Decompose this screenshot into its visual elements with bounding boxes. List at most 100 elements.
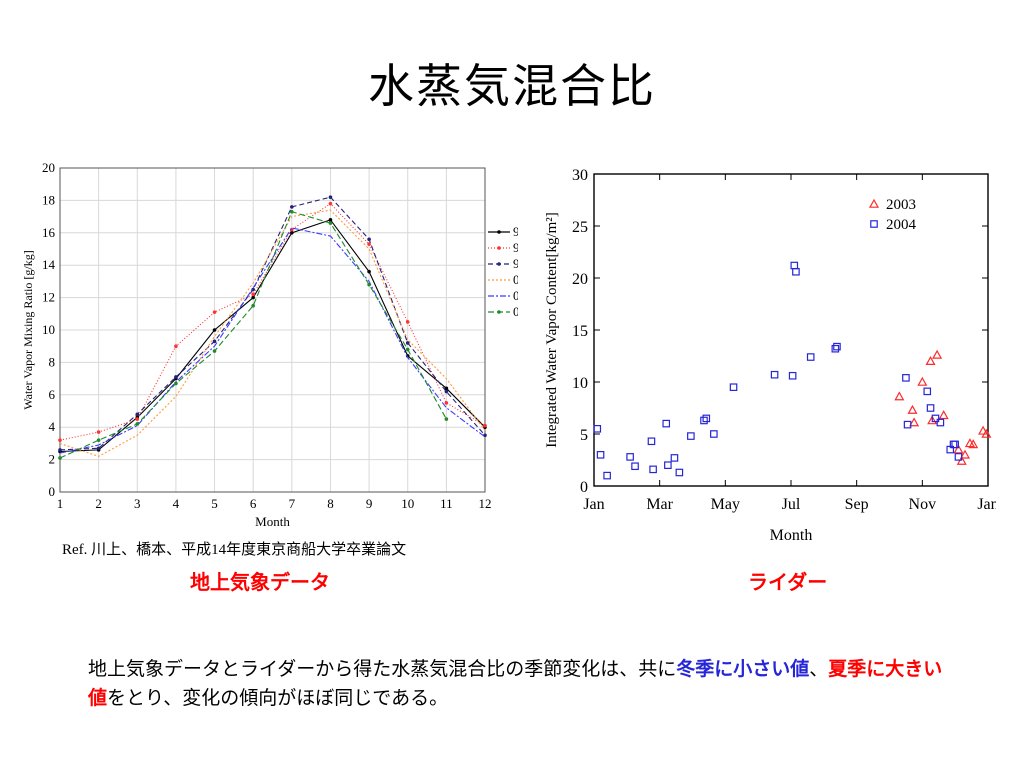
data-point-99 <box>405 341 410 345</box>
data-point-2004 <box>926 404 935 412</box>
series-line-02 <box>59 211 447 459</box>
data-point-2004 <box>649 465 657 474</box>
data-point-99 <box>212 339 217 344</box>
data-point-02 <box>328 221 333 225</box>
x-tick-label: Jan <box>977 496 996 513</box>
data-point-98 <box>367 242 371 246</box>
x-tick-label: Jul <box>782 496 801 513</box>
data-point-2004 <box>710 430 718 438</box>
data-point-2004 <box>670 454 679 462</box>
x-tick-label: 12 <box>479 496 492 511</box>
data-point-99 <box>174 375 178 379</box>
legend-marker-99 <box>497 262 501 266</box>
y-tick-label: 0 <box>49 484 56 499</box>
data-point-2004 <box>923 387 932 396</box>
data-point-02 <box>174 381 178 386</box>
legend-marker-98 <box>497 246 501 250</box>
legend-label-00: 00 <box>513 272 518 287</box>
summary-text: 地上気象データとライダーから得た水蒸気混合比の季節変化は、共に冬季に小さい値、夏… <box>88 655 948 713</box>
y-tick-label: 30 <box>572 167 588 184</box>
integrated-water-vapor-scatter-chart: 0 5 10 15 20 25 30 Jan Mar May Jul Sep Nov Jan Month In… <box>544 167 996 544</box>
data-point-98 <box>483 423 487 428</box>
data-point-97 <box>212 328 217 332</box>
legend-label-97: 97 <box>513 224 518 239</box>
data-point-98 <box>58 438 62 442</box>
data-point-02 <box>96 438 101 442</box>
series-line-01 <box>59 227 486 454</box>
data-point-02 <box>367 282 371 287</box>
data-point-98 <box>174 344 178 348</box>
x-tick-label: 8 <box>327 496 334 511</box>
x-tick-label: 3 <box>134 496 141 511</box>
data-point-98 <box>328 201 333 206</box>
plot-frame <box>593 173 989 487</box>
x-tick-label: 11 <box>440 496 453 511</box>
data-point-2004 <box>662 419 671 428</box>
data-point-02 <box>212 349 217 353</box>
data-point-2004 <box>675 468 684 477</box>
x-tick-label: 2 <box>95 496 102 511</box>
data-point-02 <box>444 417 449 421</box>
data-point-98 <box>444 401 449 405</box>
legend-marker-97 <box>497 230 501 234</box>
data-point-2004 <box>833 342 841 351</box>
x-tick-label: Mar <box>646 496 673 513</box>
data-point-2004 <box>792 267 800 276</box>
summary-part2: 、 <box>809 658 829 680</box>
data-point-2004 <box>931 414 940 423</box>
data-point-2003 <box>959 449 971 459</box>
data-point-02 <box>405 347 410 352</box>
data-point-2003 <box>978 425 989 435</box>
data-point-99 <box>135 412 140 417</box>
x-tick-label: Jan <box>583 496 604 513</box>
data-point-2004 <box>788 371 797 380</box>
x-tick-label: 4 <box>173 496 180 511</box>
caption-ground-data: 地上気象データ <box>190 570 330 594</box>
data-point-99 <box>444 389 449 394</box>
y-tick-label: 12 <box>42 290 55 305</box>
legend-label-01: 01 <box>513 288 518 303</box>
data-point-97 <box>328 218 333 222</box>
slide-title: 水蒸気混合比 <box>368 59 656 113</box>
mixing-ratio-line-chart: 1 2 3 4 5 6 7 8 9 10 11 1202468101214161820MonthWat… <box>21 160 518 529</box>
data-point-2004 <box>954 453 963 461</box>
data-point-2003 <box>938 410 949 420</box>
data-point-2003 <box>953 444 964 454</box>
data-point-2004 <box>687 432 695 440</box>
data-point-99 <box>251 287 255 292</box>
y-tick-label: 10 <box>42 322 55 337</box>
x-tick-label: Nov <box>909 496 937 513</box>
x-tick-label: Sep <box>845 496 869 513</box>
data-point-97 <box>444 386 449 391</box>
plot-frame <box>59 167 486 493</box>
y-axis-label: Water Vapor Mixing Ratio [g/kg] <box>21 250 35 409</box>
legend-label-98: 98 <box>513 240 518 255</box>
x-axis-label: Month <box>255 514 290 529</box>
summary-part3: をとり、変化の傾向がほぼ同じである。 <box>107 687 449 709</box>
data-point-02 <box>251 303 255 308</box>
data-point-2004 <box>631 462 639 471</box>
data-point-98 <box>212 310 217 314</box>
x-tick-label: 9 <box>366 496 373 511</box>
data-point-2004 <box>903 420 912 429</box>
y-tick-label: 5 <box>580 427 588 444</box>
data-point-98 <box>405 320 410 324</box>
data-point-98 <box>135 417 140 421</box>
data-point-2003 <box>925 355 936 365</box>
x-axis-label: Month <box>770 527 813 544</box>
legend-marker-2003 <box>868 198 880 208</box>
legend-label-99: 99 <box>513 256 518 271</box>
data-point-2004 <box>902 374 910 382</box>
data-point-2004 <box>702 414 711 423</box>
summary-highlight-winter: 冬季に小さい値 <box>676 658 810 680</box>
data-point-2004 <box>729 383 738 392</box>
data-point-2003 <box>894 391 905 401</box>
data-point-2004 <box>647 437 656 446</box>
y-tick-label: 25 <box>572 219 588 236</box>
data-point-2004 <box>790 261 799 270</box>
data-point-2004 <box>626 453 634 461</box>
data-point-97 <box>290 231 294 235</box>
data-point-2004 <box>831 344 840 353</box>
legend-marker-2004 <box>870 220 878 228</box>
data-point-2004 <box>596 451 605 459</box>
